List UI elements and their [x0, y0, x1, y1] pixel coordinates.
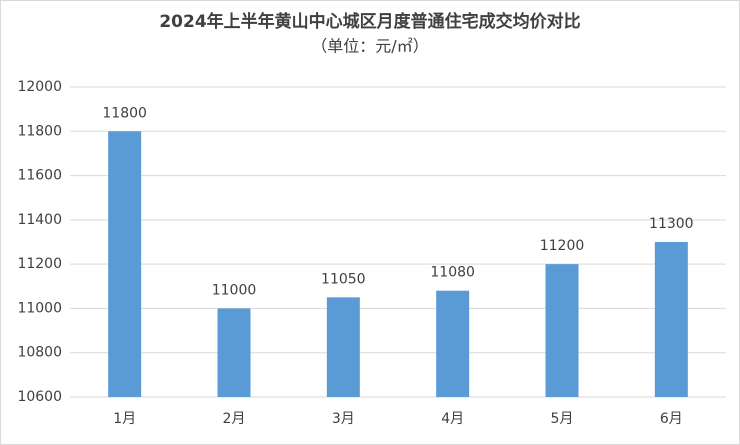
bar: [217, 308, 251, 397]
y-tick-label: 11600: [17, 168, 62, 184]
data-label: 11000: [212, 282, 257, 298]
y-tick-label: 10800: [17, 345, 62, 361]
chart-subtitle: （单位：元/㎡）: [311, 37, 428, 56]
bar: [545, 264, 579, 397]
bar: [326, 297, 360, 397]
x-tick-label: 1月: [113, 411, 136, 427]
y-tick-label: 11800: [17, 123, 62, 139]
x-tick-label: 3月: [332, 411, 355, 427]
data-label: 11050: [321, 271, 366, 287]
x-tick-label: 6月: [660, 411, 683, 427]
data-label: 11200: [540, 238, 585, 254]
y-tick-label: 11000: [17, 300, 62, 316]
y-tick-label: 10600: [17, 389, 62, 405]
y-tick-label: 11200: [17, 256, 62, 272]
x-tick-label: 2月: [223, 411, 246, 427]
bar: [654, 242, 688, 397]
data-label: 11800: [102, 105, 147, 121]
chart-title: 2024年上半年黄山中心城区月度普通住宅成交均价对比: [159, 11, 580, 32]
data-label: 11080: [430, 265, 475, 281]
bar: [436, 290, 470, 397]
x-tick-label: 5月: [551, 411, 574, 427]
bar: [108, 131, 142, 398]
y-tick-label: 12000: [17, 79, 62, 95]
data-label: 11300: [649, 216, 694, 232]
y-tick-label: 11400: [17, 212, 62, 228]
x-tick-label: 4月: [441, 411, 464, 427]
